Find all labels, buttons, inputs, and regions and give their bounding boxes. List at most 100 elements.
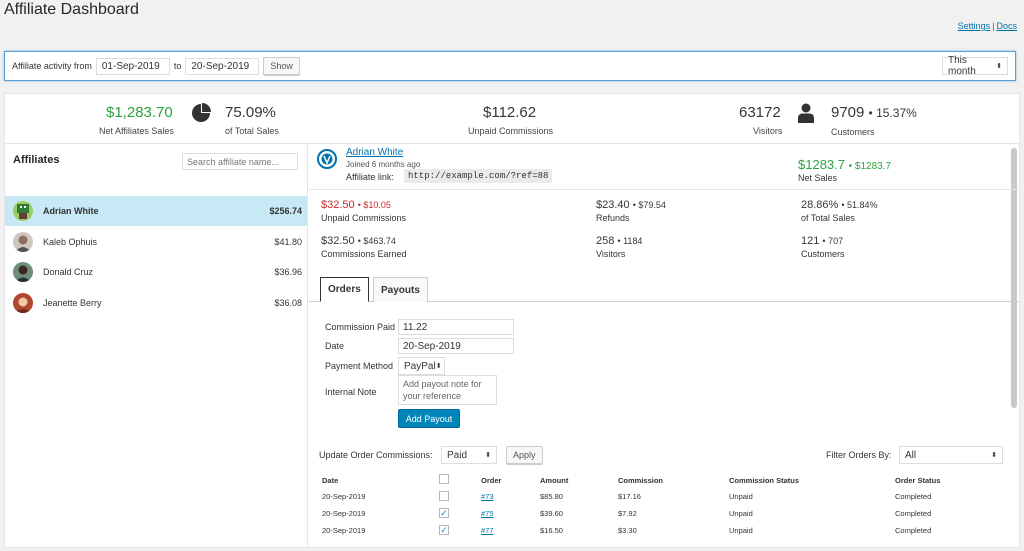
tab-payouts[interactable]: Payouts bbox=[373, 277, 428, 302]
update-commissions-label: Update Order Commissions: bbox=[319, 450, 433, 460]
earned-value: $32.50 bbox=[321, 235, 355, 247]
affiliate-name: Adrian White bbox=[43, 206, 99, 216]
refunds-sub: • $79.54 bbox=[632, 200, 666, 210]
order-cell: #75 bbox=[481, 509, 494, 518]
joined-text: Joined 6 months ago bbox=[346, 160, 421, 169]
order-amount: $39.60 bbox=[540, 509, 563, 518]
affiliate-row[interactable]: Adrian White $256.74 bbox=[5, 196, 307, 226]
internal-note-label: Internal Note bbox=[325, 387, 377, 397]
customers-sub: • 707 bbox=[822, 236, 844, 246]
tab-orders[interactable]: Orders bbox=[320, 277, 369, 302]
pct-sales-value: 75.09% bbox=[225, 104, 276, 121]
order-commission: $17.16 bbox=[618, 492, 641, 501]
commission-paid-input[interactable]: 11.22 bbox=[398, 319, 514, 335]
metric-pct: 28.86% • 51.84% bbox=[801, 199, 878, 211]
col-commission: Commission bbox=[618, 476, 664, 485]
col-order: Order bbox=[481, 476, 502, 485]
affiliate-name: Jeanette Berry bbox=[43, 298, 102, 308]
apply-button[interactable]: Apply bbox=[506, 446, 543, 464]
order-checkbox[interactable] bbox=[439, 491, 449, 501]
order-cell: #77 bbox=[481, 526, 494, 535]
wordpress-icon bbox=[317, 149, 337, 169]
order-link[interactable]: #75 bbox=[481, 509, 494, 518]
affiliate-row[interactable]: Jeanette Berry $36.08 bbox=[5, 288, 307, 318]
order-link[interactable]: #77 bbox=[481, 526, 494, 535]
affiliate-amount: $256.74 bbox=[269, 206, 302, 216]
period-select[interactable]: This month ⬍ bbox=[942, 55, 1008, 77]
net-sales-label: Net Sales bbox=[798, 173, 838, 183]
earned-label: Commissions Earned bbox=[321, 249, 407, 259]
affiliate-row[interactable]: Donald Cruz $36.96 bbox=[5, 257, 307, 287]
pct-label: of Total Sales bbox=[801, 213, 855, 223]
order-link[interactable]: #73 bbox=[481, 492, 494, 501]
order-cell: #73 bbox=[481, 492, 494, 501]
internal-note-textarea[interactable]: Add payout note for your reference bbox=[398, 375, 497, 405]
commission-status-select[interactable]: Paid ⬍ bbox=[441, 446, 497, 464]
order-checkbox[interactable]: ✓ bbox=[439, 508, 449, 518]
affiliate-amount: $41.80 bbox=[274, 237, 302, 247]
pct-sales-label: of Total Sales bbox=[225, 126, 279, 136]
affiliate-amount: $36.08 bbox=[274, 298, 302, 308]
unpaid-commissions-label: Unpaid Commissions bbox=[468, 126, 554, 136]
metric-earned: $32.50 • $463.74 bbox=[321, 235, 396, 247]
user-icon bbox=[798, 103, 814, 123]
avatar bbox=[13, 293, 33, 313]
visitors-value: 63172 bbox=[739, 104, 781, 121]
customers-label: Customers bbox=[831, 127, 875, 137]
affiliates-title: Affiliates bbox=[13, 154, 60, 166]
visitors-label: Visitors bbox=[596, 249, 626, 259]
order-checkbox[interactable]: ✓ bbox=[439, 525, 449, 535]
add-payout-button[interactable]: Add Payout bbox=[398, 409, 460, 428]
metric-visitors: 258 • 1184 bbox=[596, 235, 642, 247]
top-links: Settings | Docs bbox=[958, 21, 1017, 31]
net-value: $1283.7 bbox=[798, 157, 845, 172]
order-status: Completed bbox=[895, 509, 932, 518]
visitors-value: 258 bbox=[596, 235, 615, 247]
net-sales-value: $1,283.70 bbox=[106, 104, 173, 121]
payment-method-value: PayPal bbox=[404, 360, 436, 372]
payment-method-select[interactable]: PayPal ⬍ bbox=[398, 357, 445, 375]
show-button[interactable]: Show bbox=[263, 57, 300, 75]
unpaid-sub: • $10.05 bbox=[357, 200, 391, 210]
date-to-input[interactable]: 20-Sep-2019 bbox=[185, 57, 260, 75]
date-label: Date bbox=[325, 341, 345, 351]
net-sales-label: Net Affiliates Sales bbox=[99, 126, 174, 136]
affiliate-amount: $36.96 bbox=[274, 267, 302, 277]
filter-orders-label: Filter Orders By: bbox=[826, 450, 892, 460]
metric-customers: 121 • 707 bbox=[801, 235, 843, 247]
docs-link[interactable]: Docs bbox=[996, 21, 1017, 31]
commission-paid-label: Commission Paid bbox=[325, 322, 396, 332]
select-arrows-icon: ⬍ bbox=[435, 363, 442, 370]
order-status: Completed bbox=[895, 492, 932, 501]
link-separator: | bbox=[992, 21, 995, 31]
scrollbar[interactable] bbox=[1011, 148, 1017, 408]
select-all-checkbox[interactable] bbox=[439, 474, 449, 484]
payment-method-label: Payment Method bbox=[325, 361, 394, 371]
unpaid-value: $32.50 bbox=[321, 199, 355, 211]
summary-stats: $1,283.70 Net Affiliates Sales 75.09% of… bbox=[5, 94, 1019, 144]
activity-from-label: Affiliate activity from bbox=[12, 61, 92, 71]
metric-unpaid: $32.50 • $10.05 bbox=[321, 199, 391, 211]
select-arrows-icon: ⬍ bbox=[996, 63, 1002, 70]
unpaid-commissions-value: $112.62 bbox=[483, 104, 537, 121]
filter-orders-value: All bbox=[905, 449, 917, 461]
net-sales-value: $1283.7 • $1283.7 bbox=[798, 157, 891, 172]
pie-chart-icon bbox=[192, 103, 211, 122]
refunds-label: Refunds bbox=[596, 213, 630, 223]
filter-orders-select[interactable]: All ⬍ bbox=[899, 446, 1003, 464]
page-title: Affiliate Dashboard bbox=[4, 1, 139, 18]
affiliate-name-link[interactable]: Adrian White bbox=[346, 147, 404, 158]
order-date: 20-Sep-2019 bbox=[322, 526, 366, 535]
payout-date-input[interactable]: 20-Sep-2019 bbox=[398, 338, 514, 354]
affiliate-link-code[interactable]: http://example.com/?ref=88 bbox=[404, 169, 553, 183]
settings-link[interactable]: Settings bbox=[957, 21, 991, 31]
date-from-input[interactable]: 01-Sep-2019 bbox=[95, 57, 170, 75]
order-commission-status: Unpaid bbox=[729, 509, 753, 518]
customers-value: 9709 • 15.37% bbox=[831, 104, 917, 121]
affiliate-search-input[interactable]: Search affiliate name... bbox=[182, 153, 298, 170]
customers-label: Customers bbox=[801, 249, 845, 259]
col-amount: Amount bbox=[540, 476, 569, 485]
col-date: Date bbox=[322, 476, 339, 485]
affiliate-row[interactable]: Kaleb Ophuis $41.80 bbox=[5, 227, 307, 257]
customers-value: 121 bbox=[801, 235, 820, 247]
